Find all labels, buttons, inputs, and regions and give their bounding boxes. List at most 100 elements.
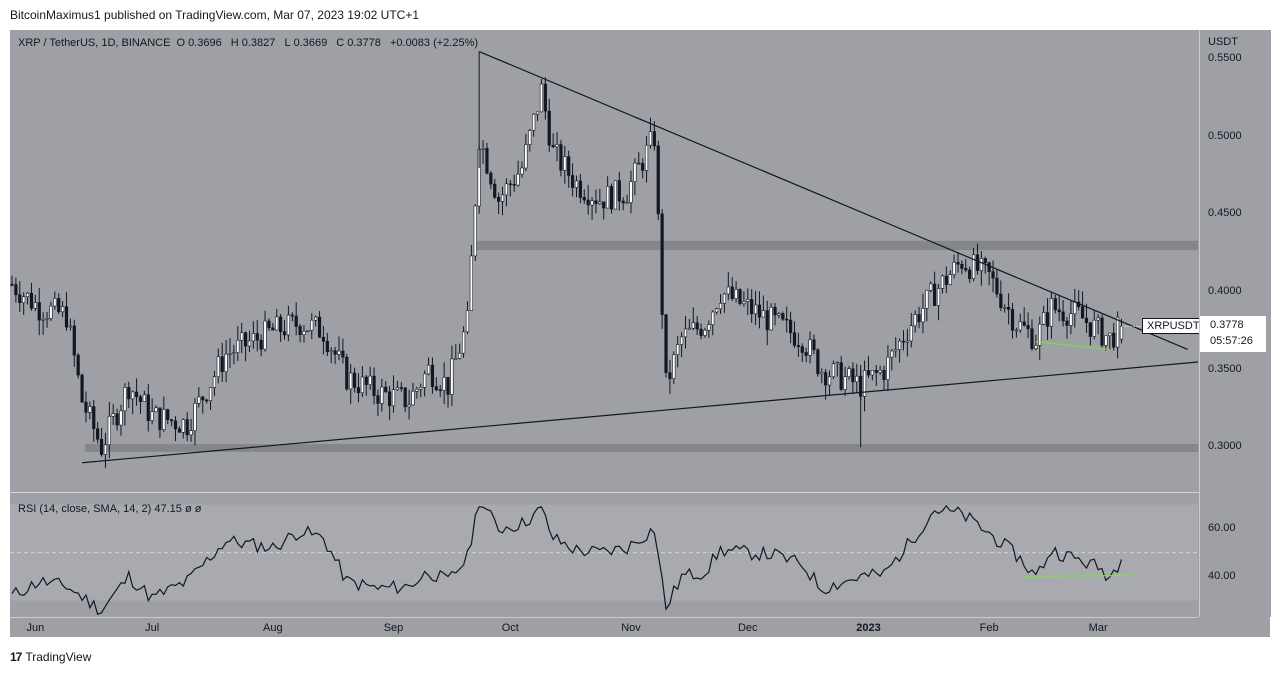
candle-body [193,402,197,431]
candle [878,365,882,375]
tradingview-brand[interactable]: 17 TradingView [10,650,91,664]
candle [134,378,139,406]
candle-body [652,131,656,147]
candle-body [532,113,536,131]
candle [1092,310,1096,340]
candle [664,314,668,378]
candle [154,405,158,413]
candle [1038,316,1042,361]
candle-body [898,340,902,350]
candle-body [407,404,411,408]
candle [715,307,719,315]
candle [570,163,575,197]
candle-body [773,307,777,316]
candle-body [119,410,123,426]
candle [711,310,715,336]
candle-body [430,364,435,387]
candle-body [524,144,528,169]
candle-body [516,173,520,186]
candle [99,427,104,457]
candle [80,373,84,403]
candle-body [1119,326,1124,340]
candle-body [166,409,170,421]
candle-body [434,386,438,390]
candle-body [512,184,516,186]
candle [504,178,509,207]
candle [921,293,925,334]
candle-body [29,292,34,309]
candle [228,338,232,368]
candle [96,421,100,444]
pane-separator[interactable] [10,492,1270,493]
candle [76,352,80,379]
candle-body [88,406,92,413]
candle [426,357,431,376]
candle-body [621,200,625,204]
candle [1042,305,1046,326]
candle-body [590,200,594,206]
candle [282,320,287,340]
rsi-chart-svg [10,504,1198,615]
candle-body [356,387,361,394]
open-label: O [176,37,186,49]
chart-frame[interactable]: XRP / TetherUS, 1D, BINANCE O 0.3696 H 0.3… [10,30,1271,638]
candle-body [711,311,715,325]
candle [1065,316,1069,339]
candle [22,292,26,315]
candle [703,327,707,338]
candle-body [1116,316,1120,348]
candle [547,98,551,152]
candle [641,158,645,179]
candle-body [870,369,874,376]
candle-body [493,183,497,198]
candle [321,325,326,355]
candle [535,111,540,122]
time-tick-label: Aug [263,622,283,634]
candle [637,152,641,165]
candle-body [96,428,100,440]
candle-body [286,314,291,336]
high-value: 0.3827 [241,37,276,49]
candle-body [520,167,524,175]
candle-body [944,275,948,285]
candle [399,382,403,392]
candle [220,342,224,382]
candle [722,292,727,313]
candle-body [742,301,746,304]
candle [1061,300,1065,327]
candle-body [563,156,567,171]
candle-body [913,314,917,327]
candle-body [302,331,306,335]
time-tick-label: Sep [383,622,404,634]
candle-body [921,308,925,323]
candle-body [788,319,793,334]
candle-body [263,320,267,350]
candle [788,311,793,344]
candle-body [84,401,88,413]
candle-body [49,305,53,319]
candle-body [208,387,213,401]
candle-body [1073,301,1077,315]
candle [434,377,438,392]
candle-body [485,148,489,174]
candle-body [216,356,220,378]
rsi-pane[interactable]: RSI (14, close, SMA, 14, 2) 47.15 ø ø [10,493,1198,617]
candle-body [64,306,69,328]
candle [543,77,547,120]
candle [800,343,804,363]
time-axis[interactable]: Jun Jul Aug Sep Oct Nov Dec 2023 Feb Mar [10,617,1198,638]
candle [933,271,937,306]
candle [216,348,220,384]
candle-body [14,284,18,296]
price-pane[interactable]: XRP / TetherUS, 1D, BINANCE O 0.3696 H 0.3… [10,30,1205,492]
candle [349,363,353,404]
candle [454,344,458,360]
candle-body [1026,324,1030,330]
candle-body [267,320,271,329]
candle [804,347,808,363]
candle [103,432,108,468]
candle-body [61,306,65,313]
candle [648,117,653,149]
candle [660,209,664,329]
candle [964,258,968,273]
